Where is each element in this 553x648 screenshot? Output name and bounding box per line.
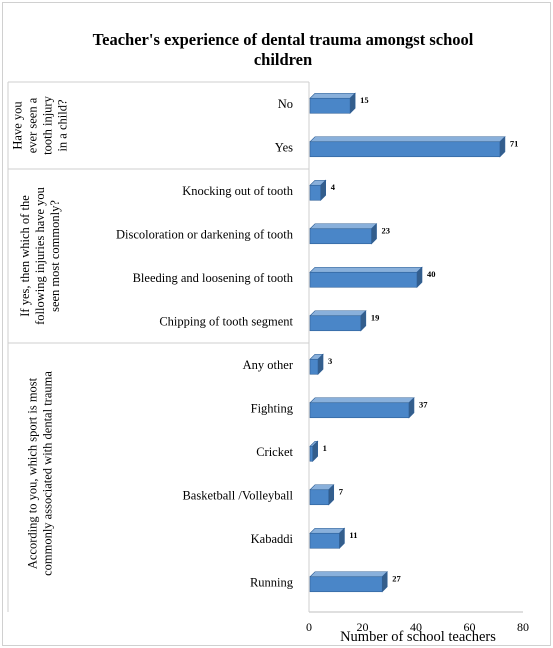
category-label: Kabaddi	[251, 532, 294, 546]
bar-top-face	[309, 266, 423, 273]
group-label-line: following injuries have you	[33, 186, 47, 325]
category-label: Bleeding and loosening of tooth	[133, 271, 294, 285]
category-label: Running	[250, 575, 294, 589]
category-label: Cricket	[256, 445, 293, 459]
value-label: 19	[371, 312, 380, 322]
category-label: Yes	[275, 140, 293, 154]
value-label: 37	[419, 399, 428, 409]
bar	[309, 315, 362, 332]
plot-area: Have you ever seen a tooth injury in a chil…	[7, 81, 529, 634]
x-tick-label: 20	[357, 620, 369, 634]
x-tick-label: 60	[464, 620, 476, 634]
value-label: 11	[349, 530, 357, 540]
group-label-line: ever seen a	[26, 97, 40, 153]
bar-top-face	[309, 527, 346, 534]
value-label: 7	[339, 486, 344, 496]
value-label: 3	[328, 356, 332, 366]
category-label: Any other	[243, 358, 294, 372]
bar	[309, 97, 351, 114]
bar	[309, 576, 383, 593]
value-label: 15	[360, 95, 369, 105]
bar-top-face	[309, 136, 506, 143]
category-label: Basketball /Volleyball	[182, 488, 293, 502]
value-label: 1	[323, 443, 327, 453]
bar-top-face	[309, 92, 356, 99]
x-tick-label: 80	[517, 620, 529, 634]
value-label: 4	[331, 182, 336, 192]
group-label-line: According to you, which sport is most	[26, 377, 40, 569]
bar-top-face	[309, 397, 415, 404]
category-label: Knocking out of tooth	[182, 184, 294, 198]
bar-top-face	[309, 571, 388, 578]
group-label-line: If yes, then which of the	[18, 195, 32, 317]
value-label: 23	[382, 225, 391, 235]
group-label-line: commonly associated with dental trauma	[41, 371, 55, 576]
bar	[309, 402, 410, 419]
x-axis-label: Number of school teachers	[340, 629, 496, 645]
chart-title-line-1: Teacher's experience of dental trauma am…	[93, 30, 474, 49]
bar	[309, 141, 501, 158]
bar-top-face	[309, 223, 378, 230]
category-label: No	[278, 97, 293, 111]
bar	[309, 489, 330, 506]
bar	[309, 358, 319, 375]
value-label: 27	[392, 573, 401, 583]
category-label: Fighting	[251, 401, 294, 415]
group-label-line: tooth injury	[41, 95, 55, 154]
bar	[309, 228, 372, 245]
chart-title-line-2: children	[254, 50, 312, 69]
bar	[309, 184, 321, 201]
bar	[309, 532, 340, 549]
x-tick-label: 0	[306, 620, 312, 634]
value-label: 40	[427, 269, 436, 279]
bar-top-face	[309, 310, 367, 317]
category-label: Discoloration or darkening of tooth	[116, 227, 294, 241]
group-label-line: Have you	[11, 101, 25, 150]
group-label-line: in a child?	[56, 99, 70, 152]
x-tick-label: 40	[410, 620, 422, 634]
category-label: Chipping of tooth segment	[159, 314, 293, 328]
group-label-line: seen most commonly?	[48, 200, 62, 312]
bar	[309, 445, 313, 462]
bar	[309, 271, 418, 288]
value-label: 71	[510, 138, 519, 148]
